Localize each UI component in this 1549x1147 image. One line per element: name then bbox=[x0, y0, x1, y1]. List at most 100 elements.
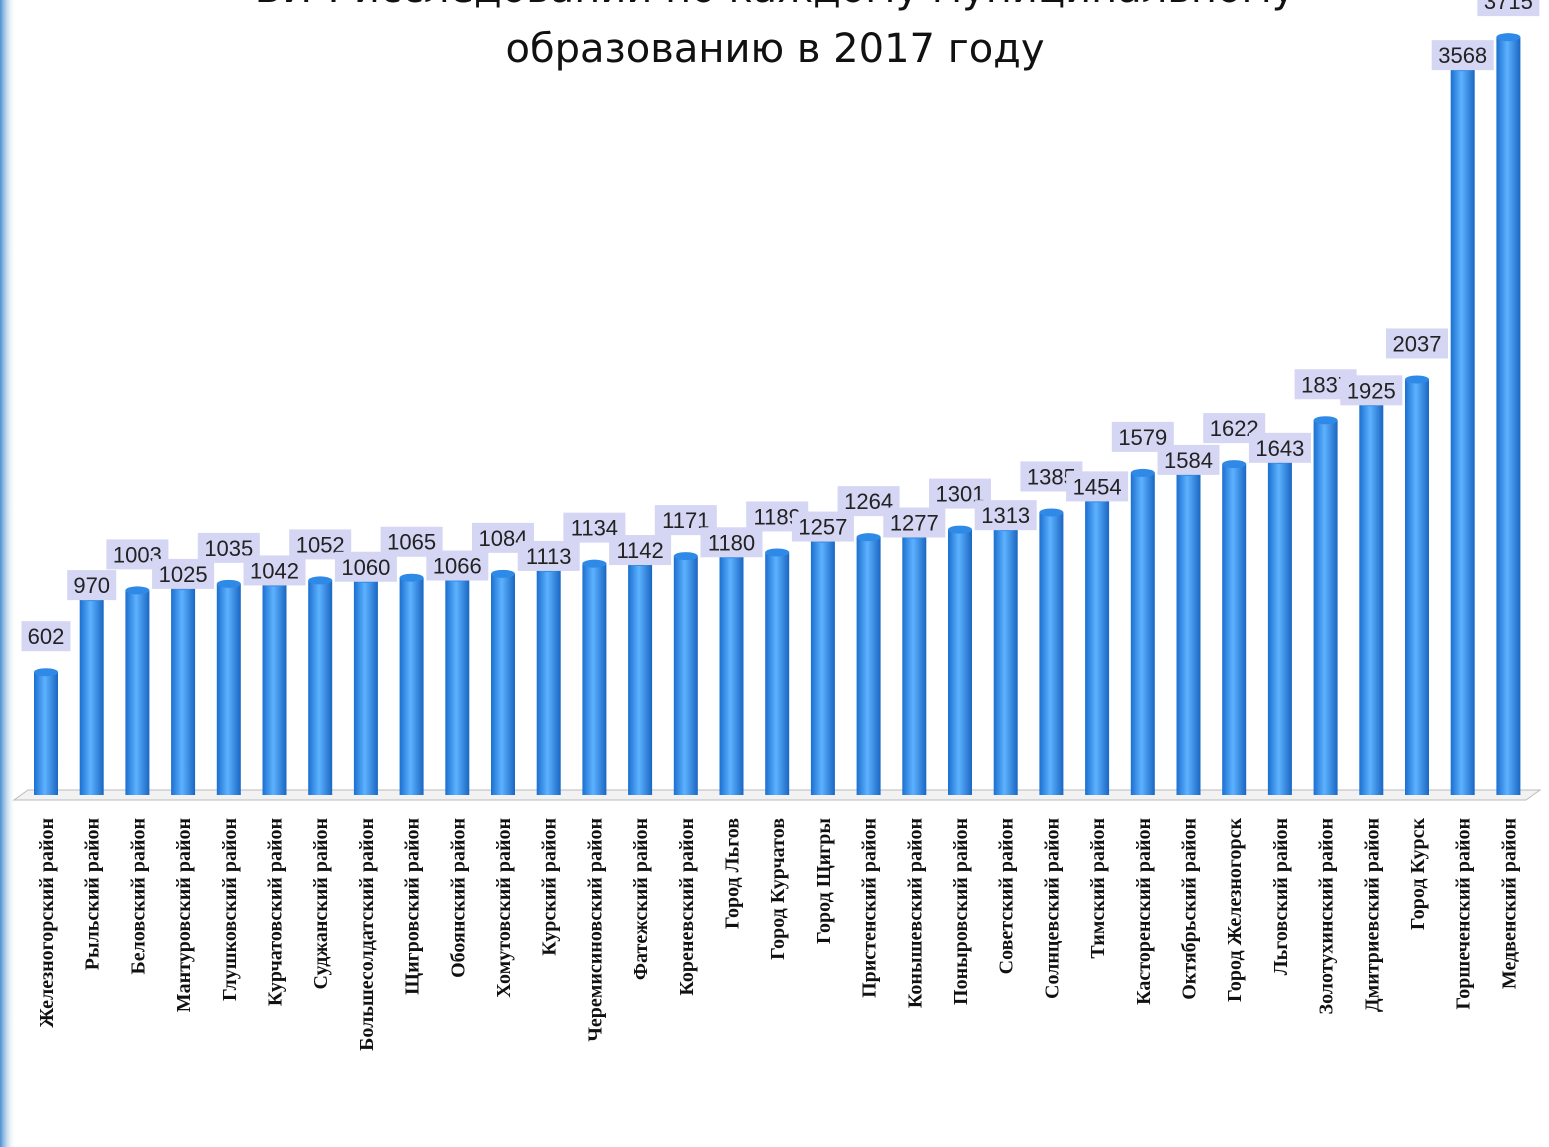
value-label: 2037 bbox=[1393, 331, 1442, 356]
bar bbox=[810, 534, 835, 795]
bar bbox=[491, 569, 515, 795]
x-tick-label: Город Курск bbox=[1407, 818, 1429, 931]
bar bbox=[1359, 398, 1384, 795]
x-tick-label: Фатежский район bbox=[630, 818, 652, 980]
bar bbox=[765, 548, 790, 795]
bar bbox=[34, 668, 58, 795]
bar bbox=[308, 576, 333, 795]
bar bbox=[856, 533, 881, 795]
x-tick-label: Касторенский район bbox=[1133, 818, 1155, 1005]
value-label: 1113 bbox=[526, 544, 572, 569]
chart-title: образованию в 2017 году bbox=[505, 26, 1044, 72]
value-label: 1925 bbox=[1347, 378, 1396, 403]
x-tick-label: Черемисиновский район bbox=[584, 818, 606, 1042]
bar bbox=[216, 579, 241, 795]
value-label: 1066 bbox=[433, 554, 482, 579]
value-label-box bbox=[883, 507, 946, 538]
x-tick-label: Суджанский район bbox=[310, 818, 332, 989]
value-label-box bbox=[1066, 471, 1129, 502]
value-label: 1454 bbox=[1073, 474, 1122, 499]
bar bbox=[1267, 455, 1292, 795]
x-tick-label: Щигровский район bbox=[402, 818, 424, 995]
bar bbox=[1130, 468, 1155, 795]
bar bbox=[628, 558, 653, 795]
bar bbox=[673, 552, 698, 795]
value-label-box bbox=[1477, 0, 1540, 17]
bar bbox=[1039, 508, 1064, 795]
value-label-box bbox=[334, 551, 397, 582]
bar bbox=[1313, 416, 1338, 795]
value-label-box bbox=[243, 555, 306, 586]
value-label: 1313 bbox=[981, 503, 1030, 528]
bar bbox=[1085, 494, 1110, 795]
value-label-box bbox=[67, 570, 117, 601]
value-label: 1584 bbox=[1164, 448, 1213, 473]
value-label-box bbox=[609, 535, 672, 566]
bar bbox=[993, 523, 1018, 795]
x-tick-label: Беловский район bbox=[127, 818, 149, 974]
x-tick-label: Тимский район bbox=[1087, 818, 1109, 959]
x-tick-label: Курчатовский район bbox=[265, 818, 287, 1006]
x-tick-label: Пристенский район bbox=[859, 818, 881, 998]
value-label-box bbox=[517, 540, 580, 571]
x-tick-label: Октябрьский район bbox=[1179, 818, 1201, 1000]
value-label: 1257 bbox=[798, 515, 847, 540]
value-label: 1643 bbox=[1255, 436, 1304, 461]
value-label-box bbox=[1157, 444, 1220, 475]
x-tick-label: Медвенский район bbox=[1498, 818, 1520, 989]
value-label-box bbox=[21, 621, 71, 652]
value-label-box bbox=[974, 500, 1037, 531]
x-tick-label: Хомутовский район bbox=[493, 818, 515, 998]
bar bbox=[79, 593, 104, 795]
x-tick-label: Железногорский район bbox=[36, 818, 58, 1028]
value-label: 1025 bbox=[159, 562, 208, 587]
chart-title: ВИЧ-исследований по каждому муниципально… bbox=[255, 0, 1296, 12]
x-tick-label: Город Льгов bbox=[722, 818, 744, 929]
x-tick-label: Солнцевский район bbox=[1041, 818, 1063, 999]
value-label-box bbox=[426, 550, 489, 581]
value-label-box bbox=[1386, 328, 1448, 359]
x-tick-label: Горшеченский район bbox=[1453, 818, 1475, 1010]
x-tick-label: Город Щигры bbox=[813, 818, 835, 944]
x-tick-label: Золотухинский район bbox=[1316, 818, 1338, 1014]
x-tick-label: Советский район bbox=[996, 818, 1018, 974]
bar bbox=[536, 563, 561, 795]
bar bbox=[1496, 33, 1521, 795]
x-tick-label: Кореневский район bbox=[676, 818, 698, 996]
value-label-box bbox=[791, 511, 854, 542]
value-label: 1277 bbox=[890, 510, 939, 535]
x-tick-label: Льговский район bbox=[1270, 818, 1292, 975]
value-label-box bbox=[1340, 375, 1403, 406]
x-tick-label: Город Курчатов bbox=[767, 818, 789, 960]
x-tick-label: Город Железногорск bbox=[1224, 818, 1246, 1003]
bar bbox=[171, 581, 196, 795]
bar bbox=[262, 578, 287, 795]
bar bbox=[719, 550, 744, 795]
bar bbox=[353, 574, 378, 795]
value-label-box bbox=[1248, 432, 1311, 463]
value-label: 1060 bbox=[341, 555, 390, 580]
bar bbox=[445, 573, 470, 795]
bar bbox=[582, 559, 607, 795]
value-label: 1142 bbox=[616, 538, 663, 563]
value-label: 602 bbox=[28, 624, 65, 649]
x-tick-label: Обоянский район bbox=[447, 818, 469, 978]
x-tick-label: Мантуровский район bbox=[173, 818, 195, 1012]
x-tick-label: Поныровский район bbox=[950, 818, 972, 1005]
value-label: 3715 bbox=[1484, 0, 1533, 14]
value-label: 3568 bbox=[1438, 43, 1487, 68]
value-label: 1042 bbox=[250, 558, 299, 583]
bar bbox=[1176, 467, 1201, 795]
x-tick-label: Рыльский район bbox=[82, 818, 104, 970]
bar bbox=[1450, 63, 1475, 796]
bar bbox=[948, 525, 972, 795]
value-label-box bbox=[700, 527, 763, 558]
bar bbox=[125, 586, 150, 795]
value-label-box bbox=[152, 558, 215, 589]
bar bbox=[399, 573, 424, 795]
value-label: 970 bbox=[73, 573, 110, 598]
bar bbox=[1405, 375, 1429, 795]
bar bbox=[902, 530, 927, 795]
bar bbox=[1222, 460, 1247, 795]
